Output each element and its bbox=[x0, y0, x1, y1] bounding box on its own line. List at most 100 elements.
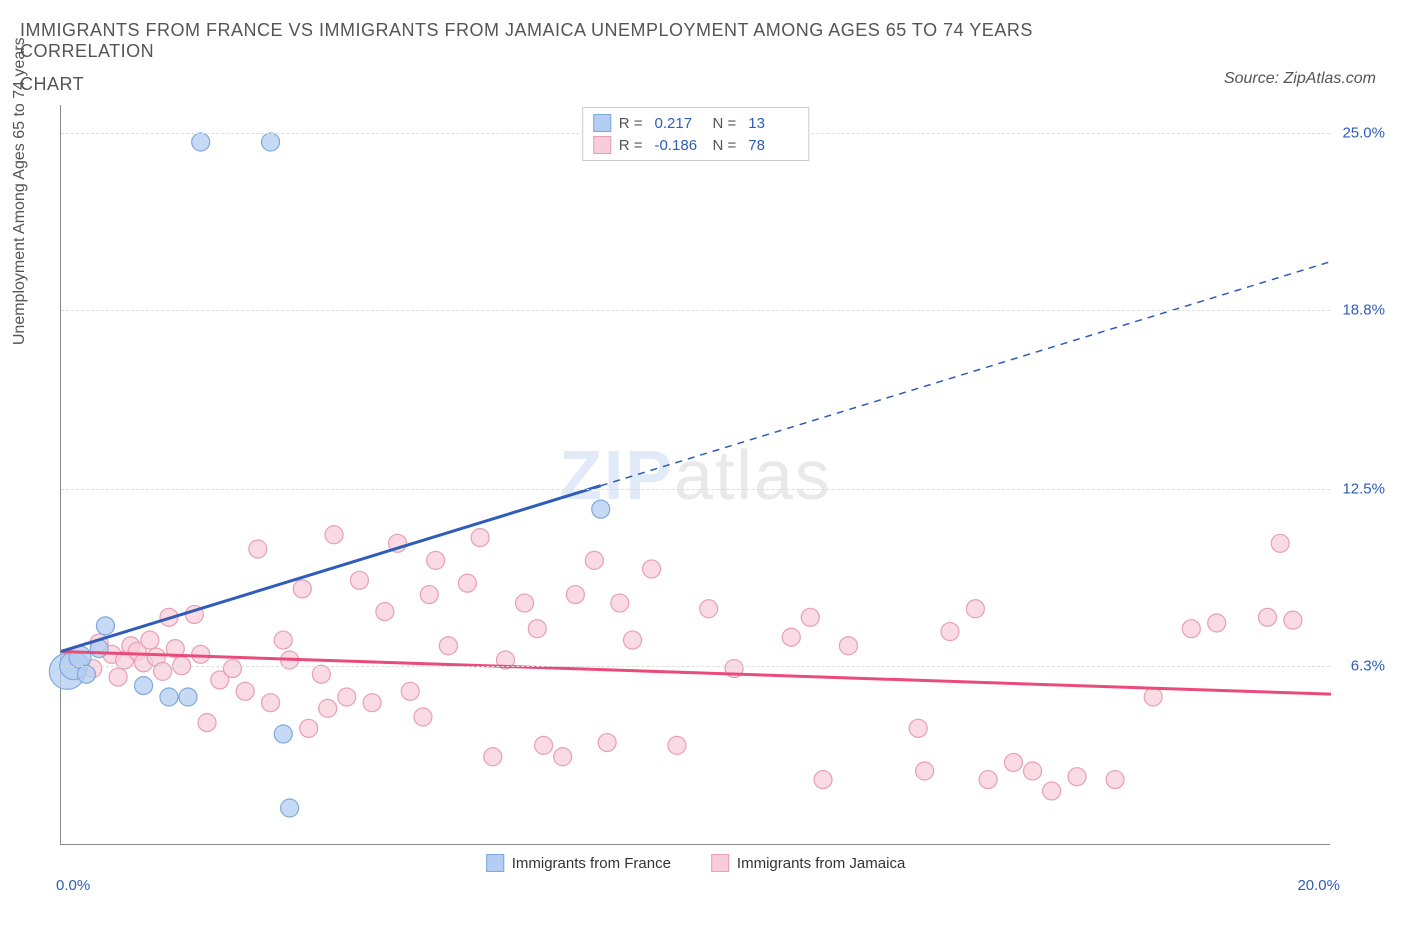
point-jamaica bbox=[941, 623, 959, 641]
point-jamaica bbox=[350, 571, 368, 589]
trendline-france-dashed bbox=[601, 262, 1331, 486]
point-jamaica bbox=[401, 682, 419, 700]
point-jamaica bbox=[141, 631, 159, 649]
point-jamaica bbox=[249, 540, 267, 558]
point-jamaica bbox=[643, 560, 661, 578]
point-jamaica bbox=[1259, 608, 1277, 626]
point-jamaica bbox=[566, 586, 584, 604]
point-jamaica bbox=[909, 719, 927, 737]
point-jamaica bbox=[801, 608, 819, 626]
point-jamaica bbox=[338, 688, 356, 706]
point-jamaica bbox=[109, 668, 127, 686]
point-jamaica bbox=[814, 771, 832, 789]
chart-title-line1: IMMIGRANTS FROM FRANCE VS IMMIGRANTS FRO… bbox=[20, 20, 1120, 62]
point-jamaica bbox=[376, 603, 394, 621]
trendline-france-solid bbox=[61, 486, 601, 652]
point-jamaica bbox=[192, 645, 210, 663]
point-jamaica bbox=[236, 682, 254, 700]
legend-item-jamaica: Immigrants from Jamaica bbox=[711, 854, 905, 872]
point-jamaica bbox=[1005, 753, 1023, 771]
point-france bbox=[160, 688, 178, 706]
point-jamaica bbox=[535, 736, 553, 754]
legend-swatch-france-bottom bbox=[486, 854, 504, 872]
ytick-label: 25.0% bbox=[1342, 125, 1385, 142]
point-jamaica bbox=[554, 748, 572, 766]
point-jamaica bbox=[1271, 534, 1289, 552]
gridline bbox=[61, 310, 1330, 311]
chart-container: Unemployment Among Ages 65 to 74 years Z… bbox=[60, 105, 1380, 875]
point-france bbox=[592, 500, 610, 518]
point-jamaica bbox=[274, 631, 292, 649]
xtick-right: 20.0% bbox=[1297, 877, 1340, 894]
point-jamaica bbox=[1144, 688, 1162, 706]
point-jamaica bbox=[262, 694, 280, 712]
ytick-label: 12.5% bbox=[1342, 481, 1385, 498]
point-jamaica bbox=[363, 694, 381, 712]
point-france bbox=[135, 677, 153, 695]
legend-item-france: Immigrants from France bbox=[486, 854, 671, 872]
point-france bbox=[77, 665, 95, 683]
legend-n-label: N = bbox=[713, 137, 737, 154]
point-jamaica bbox=[668, 736, 686, 754]
point-jamaica bbox=[916, 762, 934, 780]
point-jamaica bbox=[700, 600, 718, 618]
point-france bbox=[262, 133, 280, 151]
plot-area: ZIPatlas R = 0.217 N = 13 R = -0.186 N =… bbox=[60, 105, 1330, 845]
point-jamaica bbox=[979, 771, 997, 789]
point-jamaica bbox=[293, 580, 311, 598]
legend-r-label: R = bbox=[619, 115, 643, 132]
point-jamaica bbox=[528, 620, 546, 638]
legend-jamaica-n-value: 78 bbox=[748, 137, 798, 154]
legend-row-jamaica: R = -0.186 N = 78 bbox=[593, 134, 799, 156]
point-jamaica bbox=[427, 551, 445, 569]
point-jamaica bbox=[439, 637, 457, 655]
legend-r-label: R = bbox=[619, 137, 643, 154]
point-jamaica bbox=[1068, 768, 1086, 786]
legend-swatch-jamaica-bottom bbox=[711, 854, 729, 872]
point-jamaica bbox=[624, 631, 642, 649]
point-jamaica bbox=[1024, 762, 1042, 780]
point-jamaica bbox=[516, 594, 534, 612]
chart-title-line2: CHART bbox=[20, 74, 84, 95]
point-jamaica bbox=[839, 637, 857, 655]
legend-row-france: R = 0.217 N = 13 bbox=[593, 112, 799, 134]
gridline bbox=[61, 489, 1330, 490]
ytick-label: 18.8% bbox=[1342, 301, 1385, 318]
point-france bbox=[274, 725, 292, 743]
scatter-svg bbox=[61, 105, 1331, 845]
point-jamaica bbox=[611, 594, 629, 612]
point-jamaica bbox=[471, 529, 489, 547]
point-jamaica bbox=[319, 699, 337, 717]
legend-france-label: Immigrants from France bbox=[512, 855, 671, 872]
point-jamaica bbox=[966, 600, 984, 618]
point-jamaica bbox=[414, 708, 432, 726]
point-france bbox=[192, 133, 210, 151]
point-france bbox=[179, 688, 197, 706]
legend-series: Immigrants from France Immigrants from J… bbox=[486, 854, 906, 872]
xtick-left: 0.0% bbox=[56, 877, 90, 894]
point-jamaica bbox=[1208, 614, 1226, 632]
source-label: Source: ZipAtlas.com bbox=[1224, 70, 1376, 88]
point-france bbox=[96, 617, 114, 635]
legend-n-label: N = bbox=[713, 115, 737, 132]
point-jamaica bbox=[1106, 771, 1124, 789]
legend-france-n-value: 13 bbox=[748, 115, 798, 132]
point-jamaica bbox=[325, 526, 343, 544]
legend-jamaica-label: Immigrants from Jamaica bbox=[737, 855, 905, 872]
y-axis-label: Unemployment Among Ages 65 to 74 years bbox=[11, 37, 29, 345]
legend-swatch-jamaica bbox=[593, 136, 611, 154]
legend-correlation-box: R = 0.217 N = 13 R = -0.186 N = 78 bbox=[582, 107, 810, 161]
point-jamaica bbox=[782, 628, 800, 646]
point-jamaica bbox=[420, 586, 438, 604]
point-france bbox=[281, 799, 299, 817]
gridline bbox=[61, 666, 1330, 667]
point-jamaica bbox=[458, 574, 476, 592]
legend-swatch-france bbox=[593, 114, 611, 132]
point-jamaica bbox=[585, 551, 603, 569]
legend-france-r-value: 0.217 bbox=[655, 115, 705, 132]
legend-jamaica-r-value: -0.186 bbox=[655, 137, 705, 154]
point-jamaica bbox=[223, 660, 241, 678]
ytick-label: 6.3% bbox=[1351, 657, 1385, 674]
point-jamaica bbox=[1284, 611, 1302, 629]
point-jamaica bbox=[484, 748, 502, 766]
